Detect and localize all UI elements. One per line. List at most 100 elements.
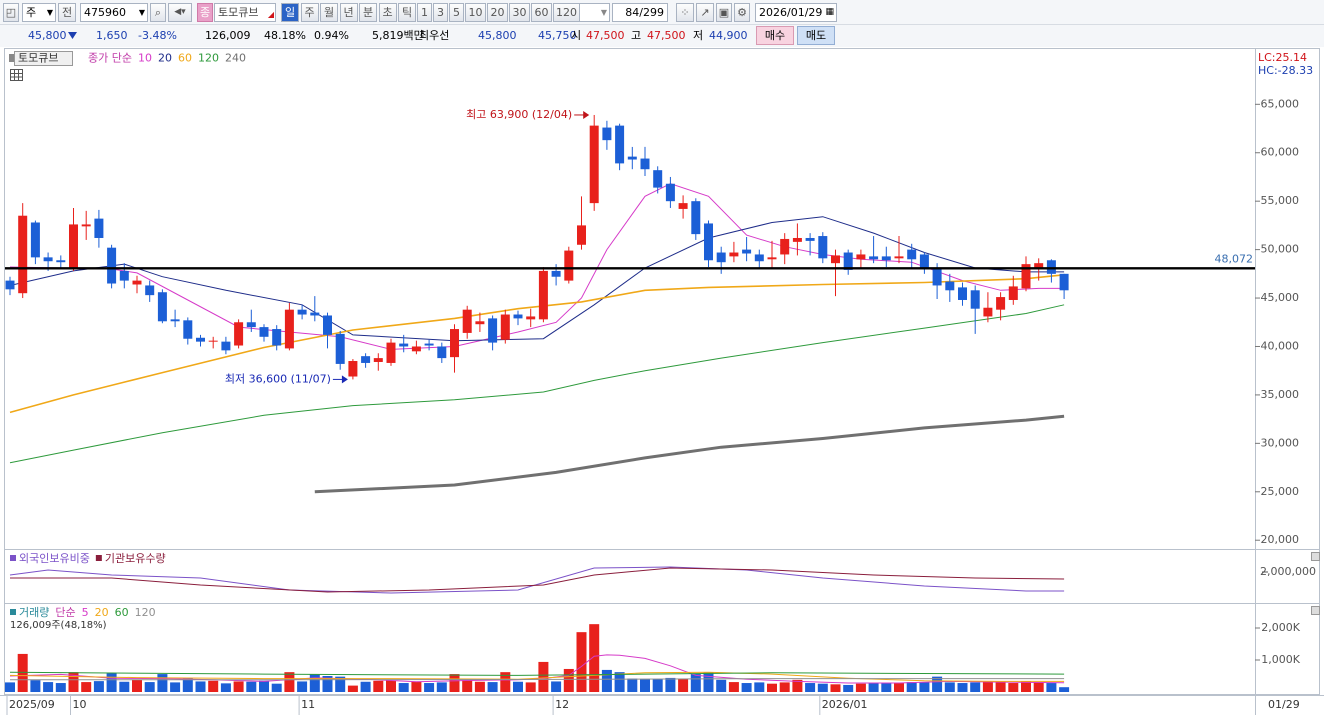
interval-button[interactable]: 5 xyxy=(449,3,464,22)
candle-body xyxy=(284,309,294,349)
candle-body xyxy=(323,315,332,335)
close-panel[interactable] xyxy=(1311,552,1320,561)
y-tick-label: 50,000 xyxy=(1261,243,1300,256)
search-button[interactable]: ⌕ xyxy=(150,3,166,22)
interval-button[interactable]: 10 xyxy=(465,3,486,22)
low: 44,900 xyxy=(709,29,748,42)
legend-entry: 거래량 xyxy=(19,606,49,619)
period-button[interactable]: 주 xyxy=(300,3,319,22)
candle-body xyxy=(805,237,815,241)
volume-bar xyxy=(563,668,574,692)
count-input[interactable]: 84/299 xyxy=(612,3,668,22)
sound-button[interactable]: ◀▾ xyxy=(168,3,192,22)
volume-bar xyxy=(944,682,955,692)
volume-bar xyxy=(627,678,638,692)
interval-button[interactable]: 30 xyxy=(509,3,530,22)
ma-line xyxy=(9,654,1065,684)
volume-bar xyxy=(93,681,104,692)
ma-line xyxy=(9,274,1065,414)
ask: 45,800 xyxy=(478,29,517,42)
volume-bar xyxy=(513,681,523,692)
tool-button[interactable]: ↗ xyxy=(696,3,714,22)
settings-button[interactable]: ⚙ xyxy=(734,3,750,22)
down-arrow xyxy=(68,32,77,39)
candle-body xyxy=(729,252,739,257)
sell-button[interactable]: 매도 xyxy=(797,26,835,45)
amount: 5,819백만 xyxy=(372,29,424,42)
volume-bar xyxy=(17,653,28,692)
period-button[interactable]: 틱 xyxy=(398,3,416,22)
unit-select[interactable]: ▼ xyxy=(572,3,610,22)
candle-body xyxy=(869,256,879,260)
stock-tag: 종 xyxy=(197,3,213,22)
candle-body xyxy=(411,346,421,352)
interval-button[interactable]: 60 xyxy=(531,3,552,22)
candle-body xyxy=(996,297,1006,310)
interval-button[interactable]: 3 xyxy=(433,3,448,22)
period-button[interactable]: 분 xyxy=(359,3,377,22)
candle-body xyxy=(310,312,320,316)
volume-bar xyxy=(157,674,168,692)
legend-icon xyxy=(10,555,16,561)
volume-bar xyxy=(182,677,193,692)
candle-body xyxy=(450,329,459,358)
period-button[interactable]: 월 xyxy=(320,3,338,22)
volume-bar xyxy=(754,682,765,692)
close-panel[interactable] xyxy=(1311,606,1320,615)
volume-bar xyxy=(1059,687,1070,692)
y-tick-label: 30,000 xyxy=(1261,436,1300,449)
market-select[interactable]: 주 ▼ xyxy=(22,3,56,22)
period-button[interactable]: 초 xyxy=(378,3,397,22)
candle-body xyxy=(577,225,586,245)
interval-button[interactable]: 20 xyxy=(487,3,508,22)
date: 2026/01/29 xyxy=(759,6,823,19)
interval-button[interactable]: 1 xyxy=(417,3,432,22)
stock-name-field[interactable]: 토모큐브 ◢ xyxy=(214,3,276,22)
volume-bar xyxy=(640,678,650,692)
volume-bar xyxy=(970,682,981,692)
volume-bar xyxy=(919,682,930,692)
x-tick-label: 12 xyxy=(555,698,569,711)
volume-bar xyxy=(436,682,447,692)
buy-button[interactable]: 매수 xyxy=(756,26,794,45)
candle-body xyxy=(907,249,917,260)
period-button[interactable]: 일 xyxy=(281,3,299,22)
prev-button[interactable]: 전 xyxy=(58,3,76,22)
code-input[interactable]: 475960 ▼ xyxy=(80,3,148,22)
change-pct: -3.48% xyxy=(138,29,177,42)
volume-bar xyxy=(894,683,904,692)
volume-bar xyxy=(309,674,320,692)
candle-body xyxy=(691,201,701,235)
candle-body xyxy=(500,314,510,340)
candle-body xyxy=(767,257,777,260)
candle-body xyxy=(399,343,409,347)
ma-line xyxy=(9,304,1065,464)
layout-button[interactable]: ◰ xyxy=(3,3,19,22)
volume-bar xyxy=(322,676,333,692)
grid-icon[interactable] xyxy=(10,69,23,81)
candle-body xyxy=(526,316,536,320)
candle-body xyxy=(1046,260,1056,274)
candle-body xyxy=(716,252,726,263)
interval-button[interactable]: 120 xyxy=(553,3,580,22)
candle-body xyxy=(602,127,612,141)
candle-body xyxy=(488,318,498,343)
tool-button[interactable]: ⁘ xyxy=(676,3,694,22)
volume-bar xyxy=(411,681,422,692)
volume-bar xyxy=(805,683,816,692)
candle-body xyxy=(678,203,688,209)
candle-body xyxy=(653,170,663,188)
legend-entry: 240 xyxy=(225,52,246,65)
candle-body xyxy=(297,309,307,315)
volume-bar xyxy=(246,681,257,692)
volume-bar xyxy=(347,685,358,692)
save-button[interactable]: ▣ xyxy=(716,3,732,22)
date-input[interactable]: 2026/01/29 ▦ xyxy=(755,3,837,22)
panel-icon[interactable] xyxy=(9,54,15,62)
candle-body xyxy=(704,223,713,261)
volume-bar xyxy=(68,672,79,692)
period-button[interactable]: 년 xyxy=(339,3,358,22)
candle-body xyxy=(881,256,891,261)
candle-body xyxy=(259,327,269,337)
